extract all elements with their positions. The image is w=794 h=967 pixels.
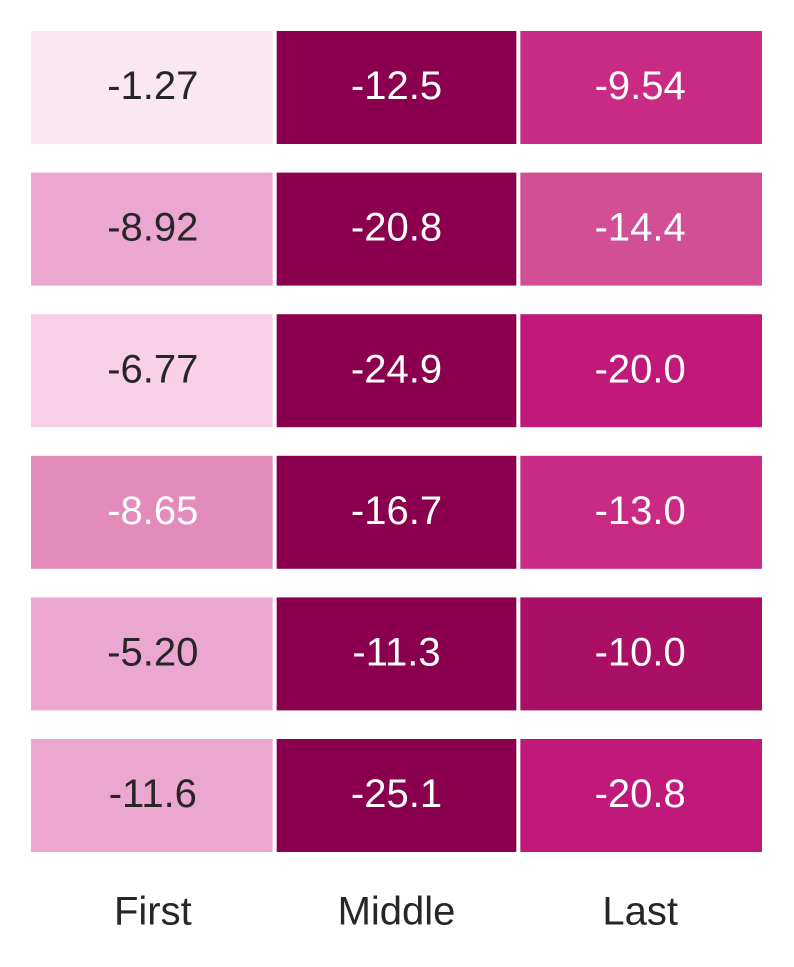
cell-label: -12.5 bbox=[351, 64, 442, 108]
heatmap-cell bbox=[520, 172, 762, 286]
x-tick-label: Last bbox=[602, 890, 678, 934]
heatmap-cell bbox=[276, 172, 517, 286]
heatmap-cell bbox=[31, 314, 273, 428]
x-tick-label: First bbox=[114, 890, 192, 934]
heatmap-cell bbox=[276, 31, 517, 144]
heatmap-cell bbox=[31, 455, 273, 569]
cell-label: -24.9 bbox=[351, 347, 442, 391]
heatmap-cell bbox=[520, 597, 762, 711]
cell-label: -9.54 bbox=[595, 64, 686, 108]
cell-label: -6.77 bbox=[107, 347, 198, 391]
cell-label: -20.8 bbox=[595, 772, 686, 816]
cell-label: -20.8 bbox=[351, 206, 442, 250]
cell-label: -8.92 bbox=[107, 206, 198, 250]
x-tick-label: Middle bbox=[338, 890, 456, 934]
heatmap-cell bbox=[520, 739, 762, 852]
heatmap-cell bbox=[520, 31, 762, 144]
heatmap-cell bbox=[31, 172, 273, 286]
cell-label: -25.1 bbox=[351, 772, 442, 816]
heatmap-cell bbox=[31, 597, 273, 711]
cell-label: -13.0 bbox=[595, 489, 686, 533]
heatmap-cell bbox=[276, 739, 517, 852]
cell-label: -8.65 bbox=[107, 489, 198, 533]
cell-label: -10.0 bbox=[595, 630, 686, 674]
cell-label: -1.27 bbox=[107, 64, 198, 108]
heatmap-cell bbox=[276, 455, 517, 569]
cell-label: -11.3 bbox=[352, 630, 440, 674]
heatmap-cell bbox=[31, 739, 273, 852]
heatmap-cell bbox=[520, 455, 762, 569]
heatmap-cell bbox=[276, 597, 517, 711]
cell-label: -14.4 bbox=[595, 206, 686, 250]
heatmap-cell bbox=[276, 314, 517, 428]
heatmap-cell bbox=[31, 31, 273, 144]
heatmap-cell bbox=[520, 314, 762, 428]
cell-label: -11.6 bbox=[109, 772, 197, 816]
cell-label: -5.20 bbox=[107, 630, 198, 674]
cell-label: -16.7 bbox=[351, 489, 442, 533]
cell-label: -20.0 bbox=[595, 347, 686, 391]
